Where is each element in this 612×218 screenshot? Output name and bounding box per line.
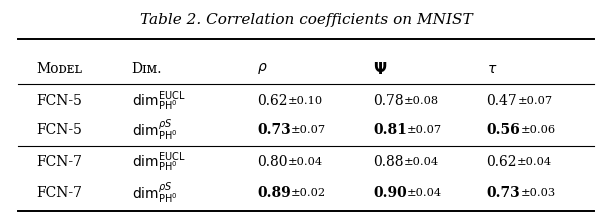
Text: 0.90: 0.90 — [373, 186, 407, 200]
Text: FCN-5: FCN-5 — [37, 94, 83, 108]
Text: 0.62: 0.62 — [257, 94, 288, 108]
Text: 0.73: 0.73 — [257, 123, 291, 137]
Text: $\mathrm{dim}_{\mathrm{PH}^0}^{\mathrm{EUCL}}$: $\mathrm{dim}_{\mathrm{PH}^0}^{\mathrm{E… — [132, 90, 185, 113]
Text: Dɪᴍ.: Dɪᴍ. — [132, 62, 162, 76]
Text: Table 2. Correlation coefficients on MNIST: Table 2. Correlation coefficients on MNI… — [140, 13, 472, 27]
Text: $\mathrm{dim}_{\mathrm{PH}^0}^{\mathrm{EUCL}}$: $\mathrm{dim}_{\mathrm{PH}^0}^{\mathrm{E… — [132, 151, 185, 174]
Text: 0.78: 0.78 — [373, 94, 404, 108]
Text: 0.56: 0.56 — [487, 123, 520, 137]
Text: 0.47: 0.47 — [487, 94, 517, 108]
Text: ±0.04: ±0.04 — [517, 157, 552, 167]
Text: ±0.07: ±0.07 — [407, 125, 442, 135]
Text: FCN-7: FCN-7 — [37, 155, 83, 169]
Text: 0.73: 0.73 — [487, 186, 520, 200]
Text: ±0.04: ±0.04 — [288, 157, 323, 167]
Text: ±0.10: ±0.10 — [288, 96, 323, 106]
Text: ±0.07: ±0.07 — [291, 125, 326, 135]
Text: FCN-7: FCN-7 — [37, 186, 83, 200]
Text: 0.80: 0.80 — [257, 155, 288, 169]
Text: Mᴏᴅᴇʟ: Mᴏᴅᴇʟ — [37, 62, 83, 76]
Text: $\mathrm{dim}_{\mathrm{PH}^0}^{\rho S}$: $\mathrm{dim}_{\mathrm{PH}^0}^{\rho S}$ — [132, 180, 177, 206]
Text: 0.62: 0.62 — [487, 155, 517, 169]
Text: ±0.04: ±0.04 — [404, 157, 439, 167]
Text: 0.89: 0.89 — [257, 186, 291, 200]
Text: ±0.07: ±0.07 — [517, 96, 553, 106]
Text: $\tau$: $\tau$ — [487, 62, 497, 76]
Text: $\rho$: $\rho$ — [257, 61, 267, 76]
Text: ±0.02: ±0.02 — [291, 188, 326, 198]
Text: ±0.08: ±0.08 — [404, 96, 439, 106]
Text: ±0.04: ±0.04 — [407, 188, 442, 198]
Text: $\mathbf{\Psi}$: $\mathbf{\Psi}$ — [373, 61, 387, 77]
Text: ±0.06: ±0.06 — [520, 125, 556, 135]
Text: FCN-5: FCN-5 — [37, 123, 83, 137]
Text: $\mathrm{dim}_{\mathrm{PH}^0}^{\rho S}$: $\mathrm{dim}_{\mathrm{PH}^0}^{\rho S}$ — [132, 117, 177, 143]
Text: 0.88: 0.88 — [373, 155, 404, 169]
Text: ±0.03: ±0.03 — [520, 188, 556, 198]
Text: 0.81: 0.81 — [373, 123, 407, 137]
